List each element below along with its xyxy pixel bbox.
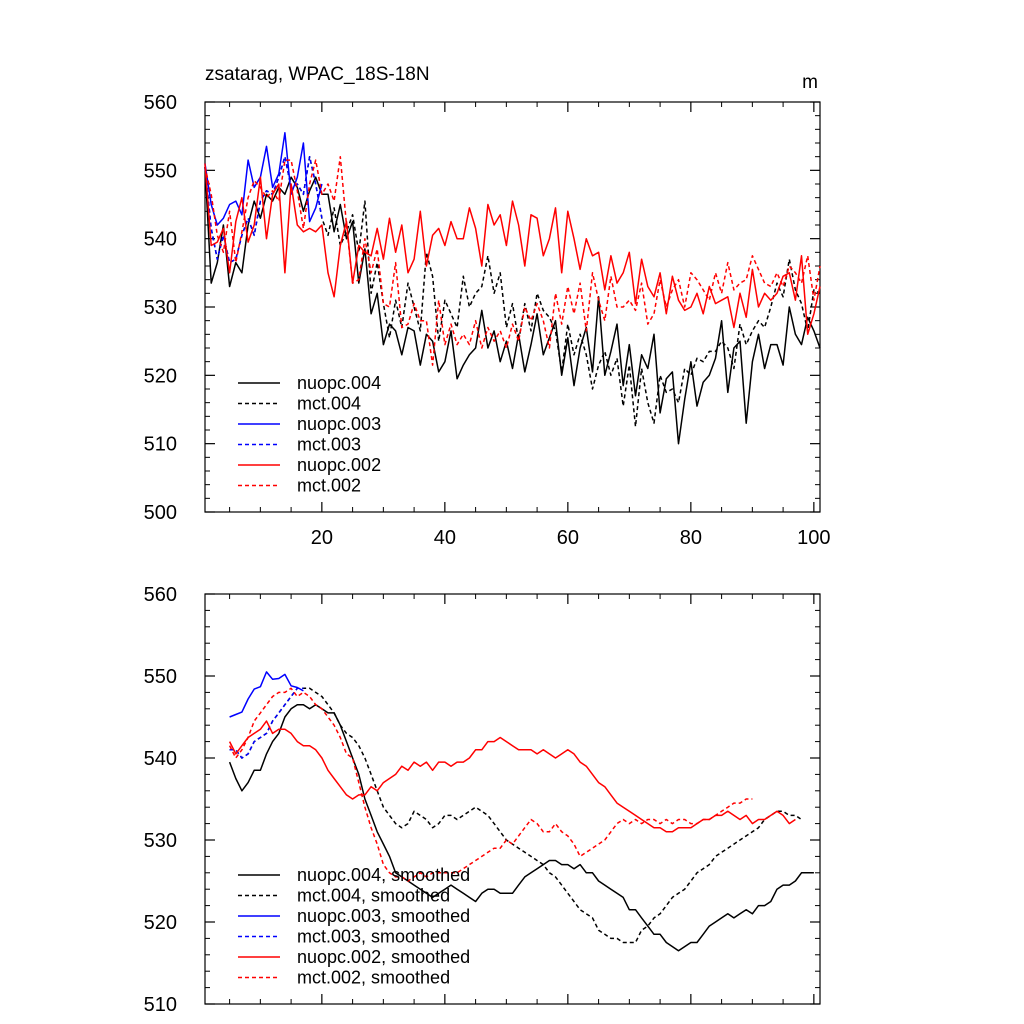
series-line [204, 132, 323, 226]
y-tick-label: 550 [144, 160, 177, 182]
y-tick-label: 520 [144, 912, 177, 934]
legend-label: nuopc.002 [297, 455, 381, 475]
x-tick-label: 20 [311, 527, 333, 549]
x-tick-label: 60 [557, 527, 579, 549]
series-group [228, 671, 814, 952]
legend-label: mct.002 [297, 476, 361, 496]
y-tick-label: 510 [144, 434, 177, 456]
legend-label: nuopc.003 [297, 414, 381, 434]
major-ticks: 20 40 60 80 100 500 510 520 530 540 550 560 [144, 92, 831, 549]
legend-label: mct.002, smoothed [297, 968, 450, 988]
chart-title: zsatarag, WPAC_18S-18N [205, 64, 430, 85]
plot-frame [204, 593, 821, 1005]
y-tick-label: 540 [144, 229, 177, 251]
legend-label: nuopc.002, smoothed [297, 947, 470, 967]
y-tick-label: 500 [144, 502, 177, 524]
panel-top: zsatarag, WPAC_18S-18N m 20 40 60 80 100 500 5… [144, 64, 831, 549]
series-line [228, 687, 753, 882]
series-line [228, 703, 814, 952]
y-tick-label: 530 [144, 830, 177, 852]
legend-label: nuopc.003, smoothed [297, 906, 470, 926]
x-tick-label: 80 [680, 527, 702, 549]
legend-label: mct.003 [297, 435, 361, 455]
series-line [229, 671, 304, 718]
y-tick-label: 550 [144, 666, 177, 688]
y-tick-label: 560 [144, 92, 177, 114]
legend: nuopc.004mct.004nuopc.003mct.003nuopc.00… [238, 373, 381, 496]
series-group [204, 132, 821, 445]
minor-ticks [205, 594, 820, 1004]
units-label: m [802, 72, 818, 93]
series-line [228, 720, 796, 833]
x-tick-label: 100 [797, 527, 830, 549]
y-tick-label: 540 [144, 748, 177, 770]
legend-label: nuopc.004, smoothed [297, 865, 470, 885]
minor-ticks [205, 102, 820, 512]
major-ticks: 510 520 530 540 550 560 [144, 584, 820, 1016]
legend-label: mct.004, smoothed [297, 886, 450, 906]
series-line [229, 687, 304, 759]
legend-label: nuopc.004 [297, 373, 381, 393]
x-tick-label: 40 [434, 527, 456, 549]
y-tick-label: 530 [144, 297, 177, 319]
legend-label: mct.004 [297, 394, 361, 414]
series-line [204, 155, 821, 366]
y-tick-label: 560 [144, 584, 177, 606]
series-line [204, 163, 821, 336]
y-tick-label: 520 [144, 365, 177, 387]
y-tick-label: 510 [144, 994, 177, 1016]
series-line [204, 155, 821, 428]
legend-label: mct.003, smoothed [297, 927, 450, 947]
